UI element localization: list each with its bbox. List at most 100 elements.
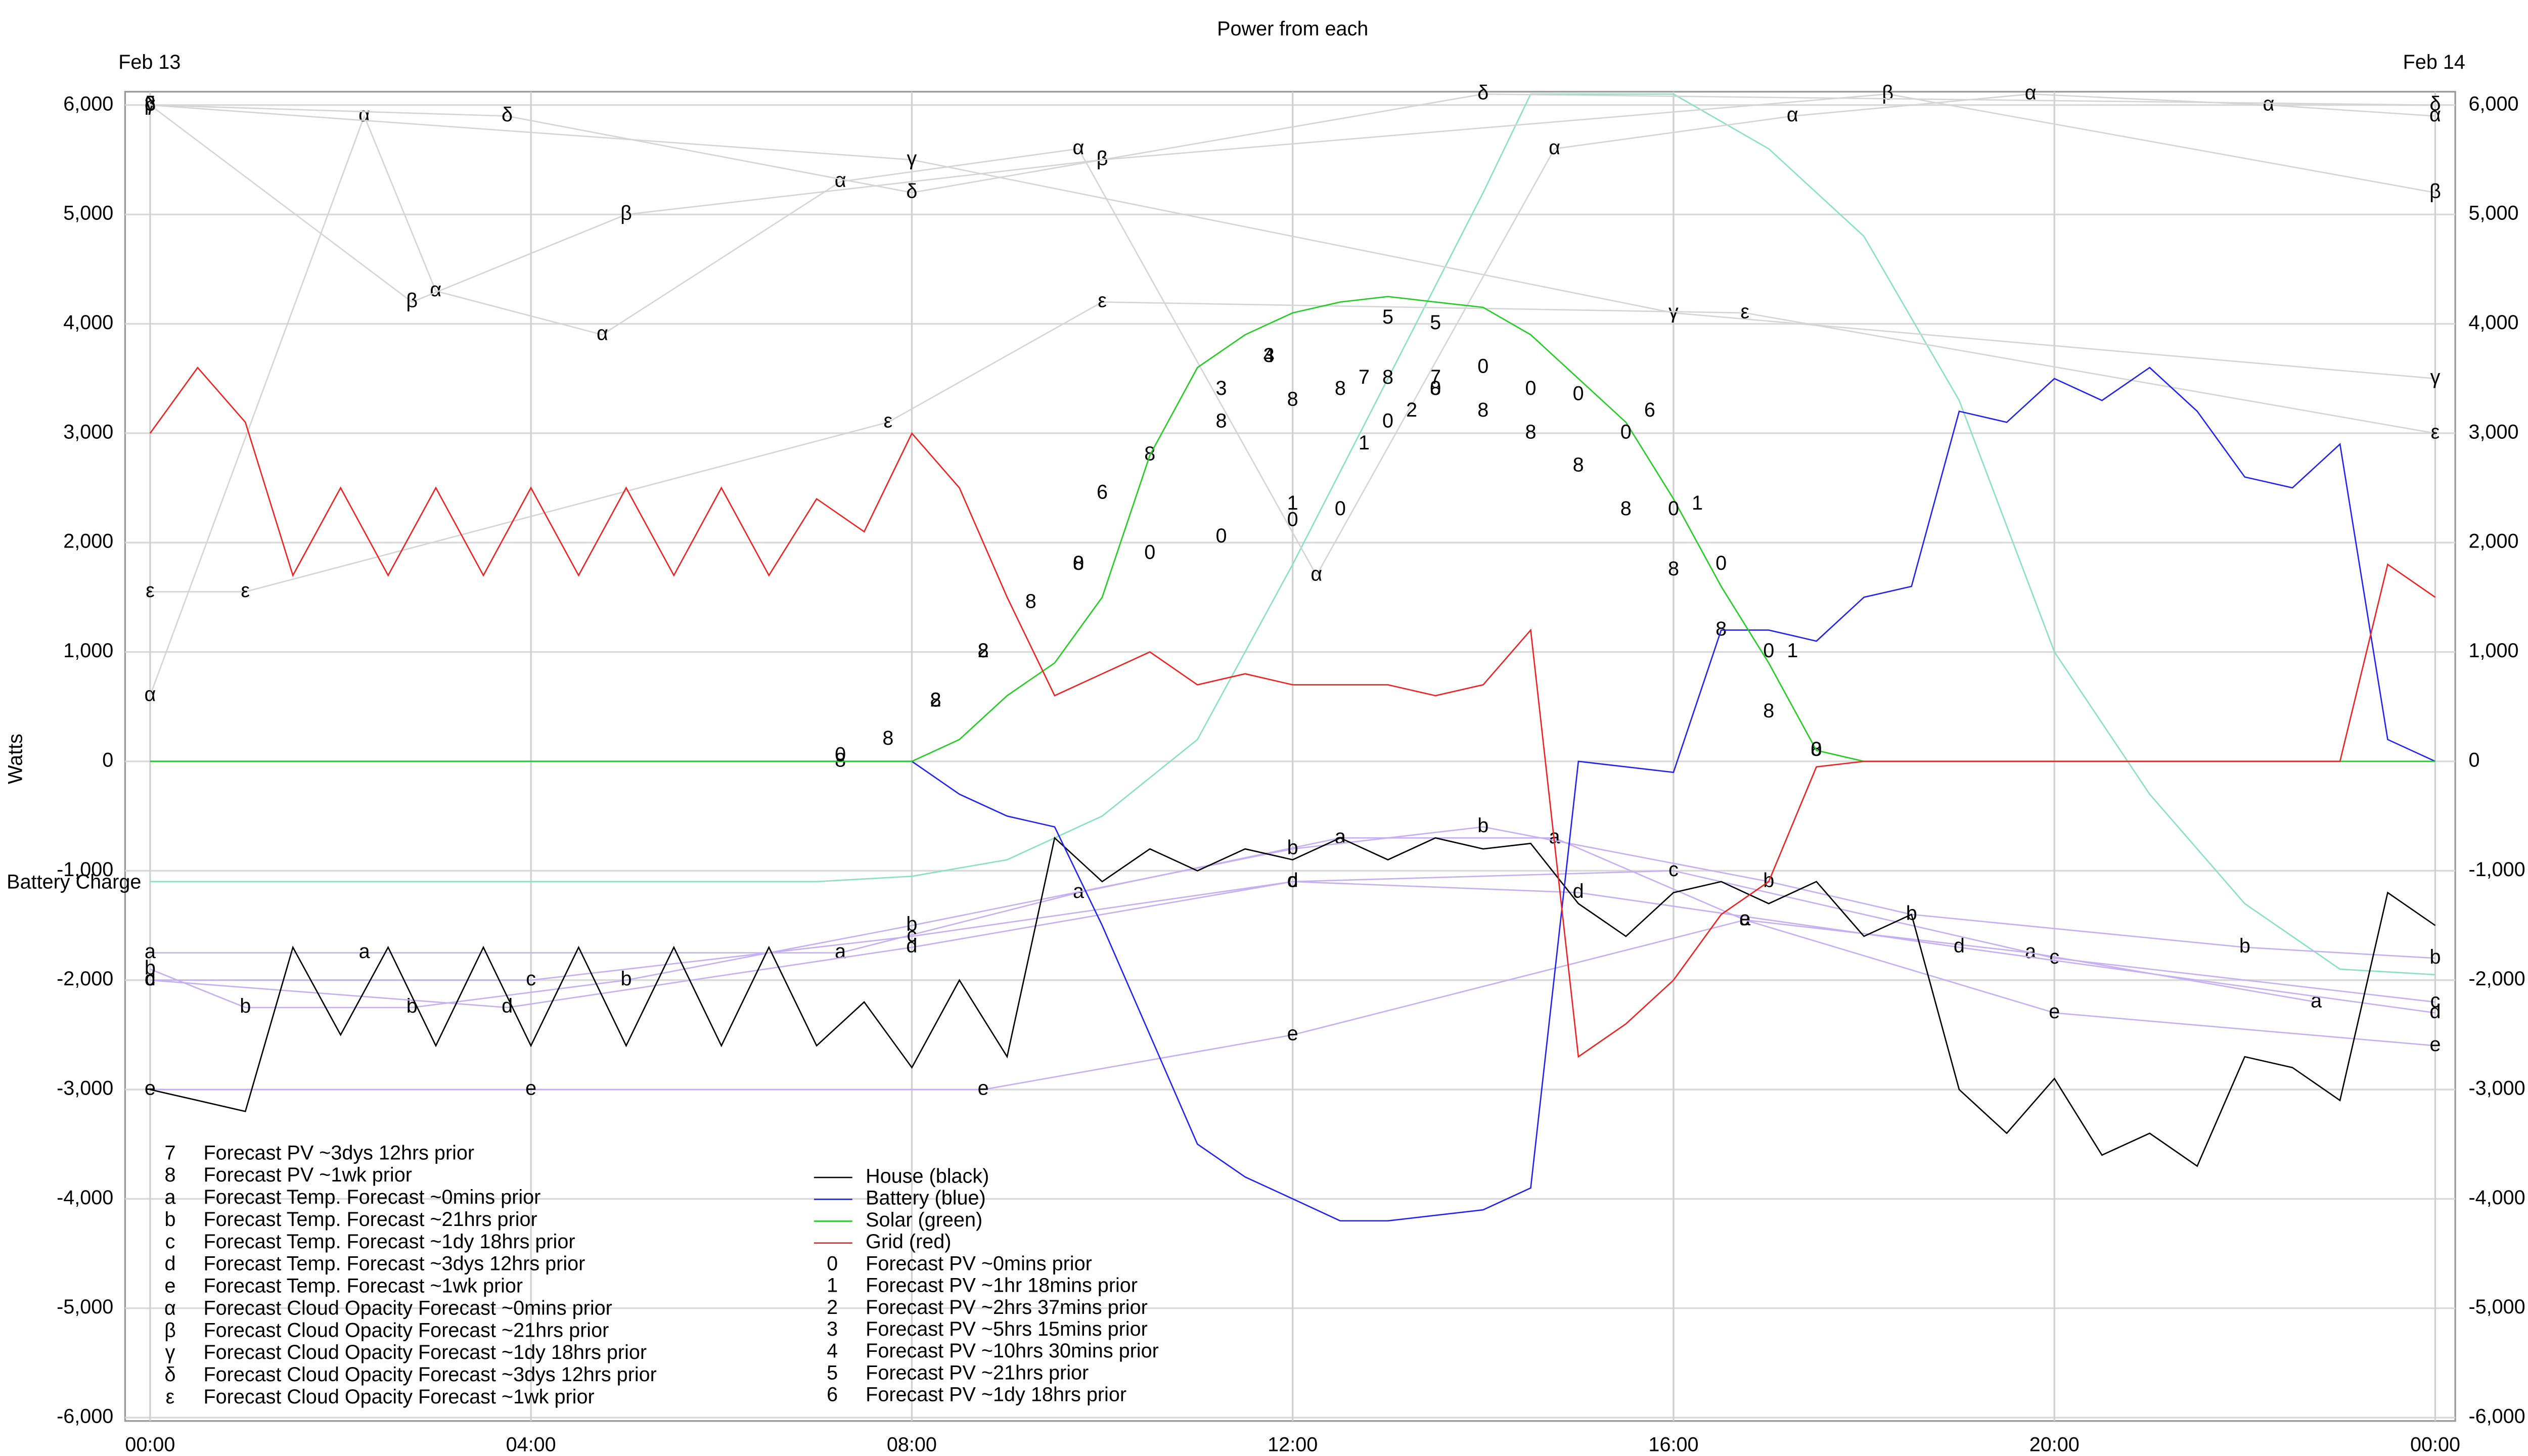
series-marker: 0 [1573, 383, 1584, 405]
y2-tick-label: -2,000 [2468, 968, 2525, 990]
series-marker: α [597, 323, 608, 345]
series-marker: 8 [1763, 700, 1774, 722]
series-marker: 8 [1620, 497, 1632, 520]
series-line [150, 881, 2435, 1014]
y2-tick-label: -6,000 [2468, 1405, 2525, 1428]
series-marker: 0 [1716, 552, 1727, 574]
series-marker: δ [502, 104, 513, 126]
legend-label: Forecast PV ~1dy 18hrs prior [866, 1384, 1126, 1406]
series-marker: 8 [1668, 558, 1679, 580]
legend-label: Forecast PV ~1wk prior [203, 1164, 412, 1186]
series-line [149, 366, 2436, 1058]
legend-label: House (black) [866, 1165, 989, 1188]
series-marker: 8 [1073, 552, 1084, 574]
series-marker: d [1287, 869, 1298, 891]
series-marker: ε [241, 579, 250, 602]
series-marker: b [1477, 814, 1488, 837]
series-line [150, 826, 2435, 1009]
series-marker: b [2429, 946, 2441, 968]
date-start: Feb 13 [118, 51, 180, 73]
legend-symbol: 7 [164, 1142, 175, 1164]
legend-symbol: 0 [827, 1252, 838, 1275]
series-marker: 0 [1430, 377, 1441, 399]
legend-symbol: β [164, 1319, 176, 1341]
series-marker: 5 [1382, 306, 1393, 328]
series-marker: 0 [1811, 738, 1822, 760]
y2-tick-label: -1,000 [2468, 858, 2525, 881]
x-tick-label: 16:00 [1648, 1434, 1698, 1456]
date-end: Feb 14 [2403, 51, 2465, 73]
series-marker: 3 [1215, 377, 1227, 399]
series-marker: 8 [978, 640, 989, 662]
series-marker: e [1739, 907, 1750, 930]
y2-tick-label: 5,000 [2468, 202, 2518, 224]
series-marker: β [1882, 82, 1893, 104]
legend-label: Forecast Temp. Forecast ~0mins prior [203, 1186, 540, 1208]
legend-symbol: e [164, 1275, 175, 1297]
series-marker: 8 [1573, 453, 1584, 476]
series-marker: 8 [1144, 443, 1155, 465]
legend-label: Forecast PV ~2hrs 37mins prior [866, 1296, 1148, 1318]
series-line [150, 104, 2435, 380]
legend-symbol: b [164, 1208, 175, 1231]
series-marker: 1 [1287, 492, 1298, 514]
series-marker: δ [145, 93, 156, 115]
series-marker: 1 [1359, 432, 1370, 454]
y2-tick-label: 1,000 [2468, 640, 2518, 662]
series-marker: 7 [1359, 366, 1370, 388]
legend-symbol: γ [165, 1341, 175, 1363]
legend-symbol: 5 [827, 1361, 838, 1384]
legend-label: Battery (blue) [866, 1187, 986, 1209]
series-marker: a [1549, 826, 1561, 848]
y2-tick-label: -5,000 [2468, 1296, 2525, 1318]
series-marker: ε [884, 410, 893, 432]
series-marker: 0 [1620, 421, 1632, 443]
legend-symbol: 2 [827, 1296, 838, 1318]
series-marker: d [502, 995, 513, 1017]
series-marker: c [907, 924, 917, 946]
legend-label: Forecast PV ~3dys 12hrs prior [203, 1142, 474, 1164]
series-marker: b [145, 957, 156, 979]
series-marker: 7 [1430, 366, 1441, 388]
series-marker: 8 [1335, 377, 1346, 399]
legend-label: Forecast PV ~1hr 18mins prior [866, 1275, 1138, 1297]
x-tick-label: 00:00 [125, 1434, 175, 1456]
series-marker: 0 [1763, 640, 1774, 662]
series-marker: 0 [1073, 552, 1084, 574]
legend-label: Forecast Cloud Opacity Forecast ~3dys 12… [203, 1363, 656, 1386]
legend-label: Forecast PV ~0mins prior [866, 1252, 1092, 1275]
series-marker: e [525, 1077, 536, 1100]
x-tick-label: 12:00 [1268, 1434, 1318, 1456]
series-marker: ε [146, 579, 155, 602]
y2-tick-label: 6,000 [2468, 93, 2518, 115]
series-marker: ε [1098, 290, 1107, 312]
series-marker: d [1954, 935, 1965, 957]
series-marker: a [1335, 826, 1346, 848]
series-line [150, 301, 2435, 593]
legend-symbol: 1 [827, 1275, 838, 1297]
series-marker: b [2239, 935, 2250, 957]
series-marker: a [145, 940, 156, 963]
series-marker: d [2429, 1000, 2441, 1023]
plot-frame [124, 90, 2456, 1422]
series-line [150, 93, 2435, 303]
legend-label: Grid (red) [866, 1231, 951, 1253]
y-tick-label: 3,000 [63, 421, 113, 443]
series-marker: α [144, 684, 156, 706]
y-axis-title: Watts [4, 734, 26, 784]
series-marker: 8 [1215, 410, 1227, 432]
series-marker: c [2430, 989, 2441, 1012]
y2-tick-label: -4,000 [2468, 1187, 2525, 1209]
legend-label: Forecast Temp. Forecast ~3dys 12hrs prio… [203, 1253, 585, 1275]
series-marker: α [2429, 104, 2441, 126]
series-marker: e [2429, 1033, 2441, 1056]
series-marker: 0 [835, 744, 846, 766]
series-marker: 1 [1787, 640, 1798, 662]
series-marker: β [1097, 147, 1108, 169]
legend-label: Forecast Temp. Forecast ~1dy 18hrs prior [203, 1231, 575, 1253]
legend-symbol: ε [166, 1386, 175, 1408]
series-marker: e [978, 1077, 989, 1100]
y2-tick-label: 4,000 [2468, 311, 2518, 334]
legend-label: Forecast Cloud Opacity Forecast ~1wk pri… [203, 1386, 594, 1408]
